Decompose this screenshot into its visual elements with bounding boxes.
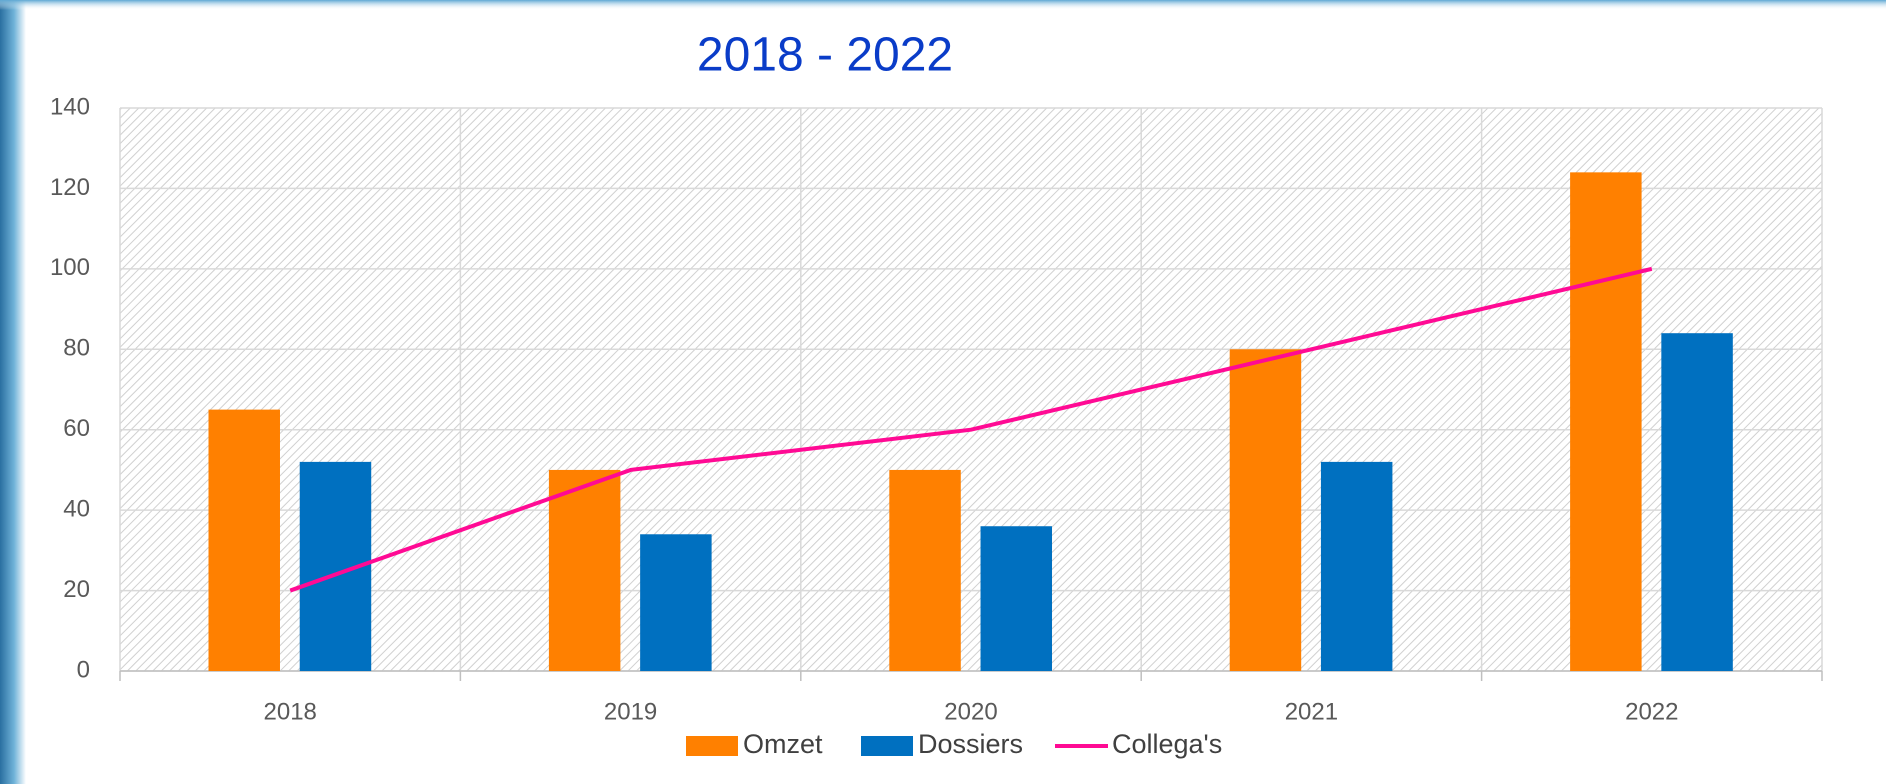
y-tick-label: 140 (50, 93, 90, 120)
legend-label: Omzet (743, 729, 823, 759)
y-tick-label: 120 (50, 174, 90, 201)
x-tick-label: 2018 (264, 698, 317, 725)
bar (640, 534, 712, 671)
legend-label: Dossiers (918, 729, 1023, 759)
x-tick-label: 2021 (1285, 698, 1338, 725)
y-tick-label: 0 (77, 656, 90, 683)
top-border (0, 0, 1886, 10)
y-tick-label: 20 (63, 576, 90, 603)
line (289, 266, 1653, 593)
bar (548, 469, 621, 671)
bar (208, 409, 280, 671)
y-tick-label: 60 (63, 415, 90, 442)
bar (889, 469, 961, 671)
x-tick-label: 2022 (1625, 698, 1678, 725)
bar (1661, 333, 1733, 671)
x-tick-label: 2020 (944, 698, 997, 725)
y-tick-label: 100 (50, 254, 90, 281)
plot-background (120, 108, 1822, 671)
legend-label: Collega's (1112, 729, 1222, 759)
bar (1570, 172, 1642, 672)
y-tick-label: 80 (63, 335, 90, 362)
legend-swatch (686, 736, 738, 756)
y-tick-label: 40 (63, 495, 90, 522)
legend-swatch (861, 736, 913, 756)
bar (980, 526, 1053, 671)
bar (1229, 349, 1302, 671)
x-tick-label: 2019 (604, 698, 657, 725)
bar (1320, 461, 1393, 671)
chart-title: 2018 - 2022 (697, 29, 953, 82)
